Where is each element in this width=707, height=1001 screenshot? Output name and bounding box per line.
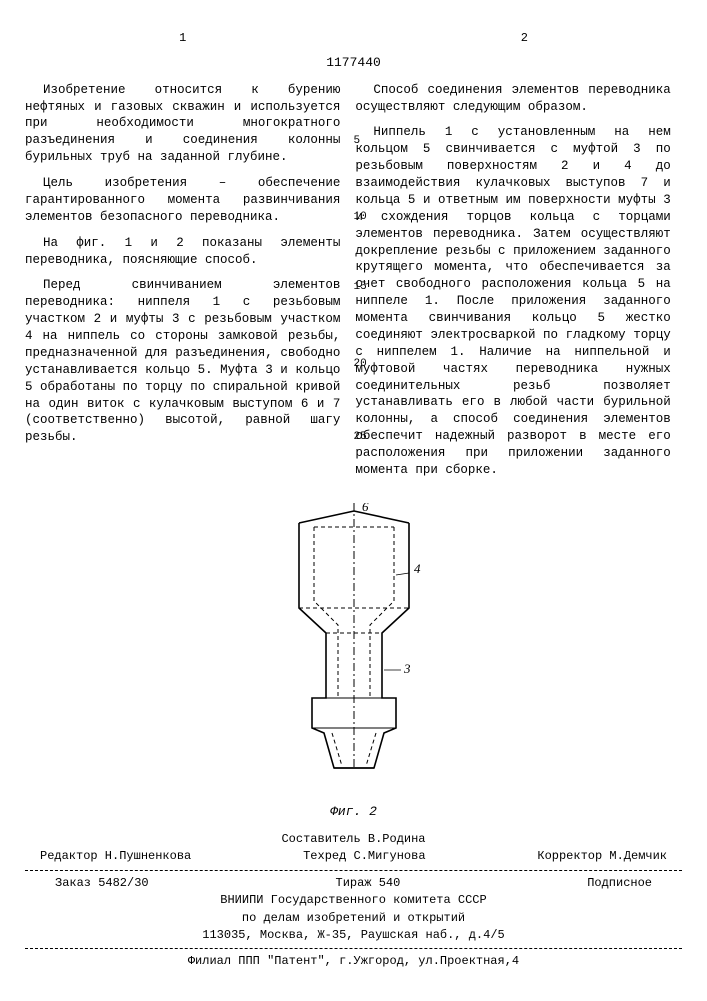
- paragraph: Изобретение относится к бурению нефтяных…: [25, 82, 340, 166]
- paragraph: На фиг. 1 и 2 показаны элементы переводн…: [25, 235, 340, 269]
- address: 113035, Москва, Ж-35, Раушская наб., д.4…: [25, 927, 682, 944]
- right-column: Способ соединения элементов переводника …: [355, 82, 670, 488]
- line-num: 10: [353, 210, 366, 225]
- fig-label-6: 6: [362, 503, 369, 514]
- line-num: 5: [353, 134, 360, 149]
- org-line-2: по делам изобретений и открытий: [25, 910, 682, 927]
- tech-editor: Техред С.Мигунова: [303, 848, 425, 865]
- patent-number: 1177440: [25, 54, 682, 72]
- divider: [25, 870, 682, 871]
- compiler-line: Составитель В.Родина: [25, 831, 682, 848]
- subscribe: Подписное: [587, 875, 652, 892]
- org-line-1: ВНИИПИ Государственного комитета СССР: [25, 892, 682, 909]
- body-columns: 5 10 15 20 25 Изобретение относится к бу…: [25, 82, 682, 488]
- paragraph: Цель изобретения – обеспечение гарантиро…: [25, 175, 340, 226]
- paragraph: Перед свинчиванием элементов переводника…: [25, 277, 340, 446]
- col-num-right: 2: [367, 30, 682, 46]
- header-columns: 1 2: [25, 30, 682, 46]
- footer: Составитель В.Родина Редактор Н.Пушненко…: [25, 831, 682, 971]
- line-num: 15: [353, 280, 366, 295]
- corrector: Корректор М.Демчик: [537, 848, 667, 865]
- tirazh: Тираж 540: [336, 875, 401, 892]
- figure-svg: 6 4 3: [254, 503, 454, 793]
- editor: Редактор Н.Пушненкова: [40, 848, 191, 865]
- order-row: Заказ 5482/30 Тираж 540 Подписное: [25, 875, 682, 892]
- paragraph: Ниппель 1 с установленным на нем кольцом…: [355, 124, 670, 478]
- fig-label-4: 4: [414, 561, 421, 576]
- branch: Филиал ППП "Патент", г.Ужгород, ул.Проек…: [25, 953, 682, 970]
- line-num: 20: [353, 357, 366, 372]
- credits-row: Редактор Н.Пушненкова Техред С.Мигунова …: [25, 848, 682, 865]
- line-num: 25: [353, 430, 366, 445]
- left-column: Изобретение относится к бурению нефтяных…: [25, 82, 340, 488]
- fig-label-3: 3: [403, 661, 411, 676]
- figure-2: 6 4 3: [25, 503, 682, 799]
- figure-caption: Фиг. 2: [25, 803, 682, 821]
- paragraph: Способ соединения элементов переводника …: [355, 82, 670, 116]
- order-no: Заказ 5482/30: [55, 875, 149, 892]
- divider: [25, 948, 682, 949]
- col-num-left: 1: [25, 30, 340, 46]
